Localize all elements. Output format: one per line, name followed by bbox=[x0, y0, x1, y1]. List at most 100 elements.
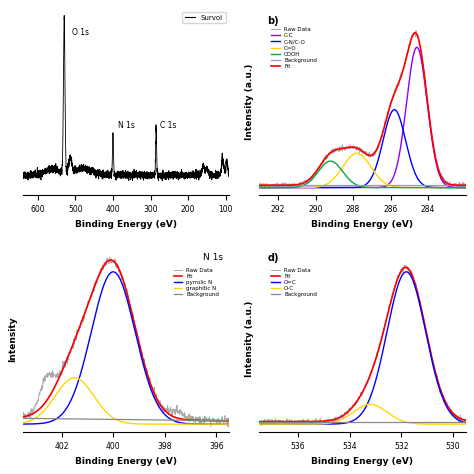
Raw Data bbox=[378, 136, 384, 141]
Line: Background: Background bbox=[23, 419, 229, 421]
C-N/C-O bbox=[256, 185, 262, 191]
O=C bbox=[310, 421, 315, 427]
Line: pyrrolic N: pyrrolic N bbox=[23, 272, 229, 424]
C=O bbox=[394, 184, 400, 190]
Text: b): b) bbox=[267, 16, 279, 26]
Raw Data bbox=[176, 408, 182, 414]
COOH bbox=[412, 185, 418, 191]
Background bbox=[310, 419, 315, 425]
Line: Fit: Fit bbox=[259, 267, 465, 422]
Background bbox=[378, 419, 384, 425]
graphitic N bbox=[114, 417, 119, 423]
Raw Data bbox=[293, 418, 299, 423]
Legend: Raw Data, C-C, C-N/C-O, C=O, COOH, Background, Fit: Raw Data, C-C, C-N/C-O, C=O, COOH, Backg… bbox=[270, 26, 318, 70]
C-C bbox=[463, 185, 468, 191]
O-C bbox=[394, 416, 400, 422]
O=C bbox=[403, 269, 409, 274]
pyrrolic N bbox=[142, 368, 148, 374]
Raw Data bbox=[413, 28, 419, 34]
Raw Data bbox=[73, 336, 79, 341]
pyrrolic N bbox=[227, 421, 232, 427]
X-axis label: Binding Energy (eV): Binding Energy (eV) bbox=[75, 219, 177, 228]
Fit bbox=[412, 30, 418, 36]
Background bbox=[350, 419, 356, 425]
graphitic N bbox=[72, 375, 77, 381]
C-N/C-O bbox=[392, 107, 397, 112]
C=O bbox=[293, 185, 299, 191]
Raw Data bbox=[259, 422, 264, 428]
O-C bbox=[378, 405, 384, 411]
graphitic N bbox=[142, 421, 148, 427]
O=C bbox=[378, 357, 384, 363]
pyrrolic N bbox=[20, 421, 26, 427]
Fit bbox=[142, 363, 148, 369]
Raw Data bbox=[227, 417, 232, 422]
O=C bbox=[293, 421, 299, 427]
O-C bbox=[463, 421, 468, 427]
pyrrolic N bbox=[176, 419, 182, 425]
Line: graphitic N: graphitic N bbox=[23, 378, 229, 424]
O=C bbox=[412, 283, 418, 289]
Background bbox=[142, 417, 147, 423]
C-C bbox=[412, 48, 418, 54]
Raw Data bbox=[394, 82, 400, 88]
Fit bbox=[394, 277, 400, 283]
graphitic N bbox=[73, 375, 79, 381]
COOH bbox=[463, 185, 468, 191]
C-C bbox=[350, 185, 356, 191]
O-C bbox=[367, 401, 373, 407]
COOH bbox=[328, 158, 333, 164]
Raw Data bbox=[142, 365, 148, 370]
COOH bbox=[256, 185, 262, 191]
O-C bbox=[350, 410, 356, 416]
Fit bbox=[394, 84, 400, 90]
Line: Raw Data: Raw Data bbox=[259, 31, 465, 189]
Raw Data bbox=[226, 424, 232, 430]
pyrrolic N bbox=[73, 385, 79, 391]
O-C bbox=[256, 421, 262, 427]
Raw Data bbox=[114, 264, 119, 270]
Background bbox=[256, 182, 262, 188]
Raw Data bbox=[256, 185, 262, 191]
Fit bbox=[463, 418, 468, 423]
O-C bbox=[412, 421, 418, 427]
Fit bbox=[310, 173, 315, 179]
X-axis label: Binding Energy (eV): Binding Energy (eV) bbox=[311, 219, 413, 228]
Fit bbox=[412, 30, 418, 36]
Line: O-C: O-C bbox=[259, 404, 465, 424]
C-N/C-O bbox=[350, 185, 356, 191]
pyrrolic N bbox=[56, 414, 62, 419]
Background bbox=[227, 418, 232, 424]
Raw Data bbox=[463, 182, 468, 188]
Background bbox=[256, 419, 262, 425]
Background bbox=[350, 182, 356, 188]
Fit bbox=[293, 182, 299, 188]
Y-axis label: Intensity: Intensity bbox=[9, 316, 18, 362]
C=O bbox=[350, 152, 356, 158]
Fit bbox=[350, 404, 356, 410]
Fit bbox=[463, 182, 468, 188]
C-C bbox=[394, 163, 400, 168]
COOH bbox=[310, 176, 315, 182]
Fit bbox=[56, 374, 62, 380]
Background bbox=[394, 182, 400, 188]
Fit bbox=[73, 334, 79, 339]
Raw Data bbox=[401, 263, 407, 268]
Text: N 1s: N 1s bbox=[118, 121, 135, 130]
Fit bbox=[20, 414, 26, 420]
O=C bbox=[394, 285, 400, 291]
COOH bbox=[350, 180, 356, 185]
C-C bbox=[378, 184, 384, 190]
COOH bbox=[293, 184, 299, 190]
Line: Raw Data: Raw Data bbox=[259, 265, 465, 425]
Background bbox=[293, 419, 299, 425]
Background bbox=[20, 416, 26, 421]
Raw Data bbox=[350, 143, 356, 149]
C-N/C-O bbox=[394, 109, 400, 115]
COOH bbox=[394, 185, 400, 191]
Y-axis label: Intensity (a.u.): Intensity (a.u.) bbox=[245, 301, 254, 377]
C=O bbox=[463, 185, 468, 191]
Raw Data bbox=[412, 30, 418, 36]
O=C bbox=[463, 420, 468, 426]
Text: N 1s: N 1s bbox=[203, 253, 223, 262]
